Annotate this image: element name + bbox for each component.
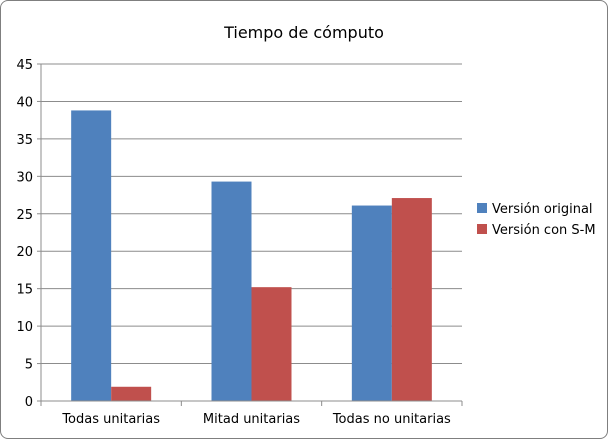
bar-original-0	[71, 110, 112, 401]
bars	[71, 110, 432, 401]
y-tick-label: 10	[16, 320, 33, 335]
chart-title: Tiempo de cómputo	[223, 23, 384, 42]
x-tick-label: Mitad unitarias	[203, 412, 300, 427]
x-axis-ticks: Todas unitarias Mitad unitarias Todas no u…	[40, 401, 463, 427]
bar-original-2	[351, 205, 392, 401]
legend: Versión original Versión con S-M	[477, 202, 596, 238]
y-tick-label: 30	[16, 170, 33, 185]
legend-label-sm: Versión con S-M	[492, 223, 596, 238]
legend-label-original: Versión original	[492, 202, 593, 217]
y-tick-label: 15	[16, 283, 33, 298]
legend-swatch-original	[477, 203, 487, 213]
y-tick-label: 20	[16, 245, 33, 260]
bar-sm-0	[111, 386, 152, 401]
y-tick-label: 25	[16, 208, 33, 223]
y-tick-label: 5	[25, 358, 33, 373]
bar-original-1	[211, 181, 252, 401]
y-axis-ticks: 0 5 10 15 20 25 30 35 40 45	[16, 58, 41, 410]
bar-sm-2	[391, 198, 432, 401]
x-tick-label: Todas no unitarias	[332, 412, 451, 427]
axes	[40, 64, 462, 402]
legend-swatch-sm	[477, 224, 487, 234]
x-tick-label: Todas unitarias	[61, 412, 160, 427]
y-tick-label: 45	[16, 58, 33, 73]
y-tick-label: 40	[16, 95, 33, 110]
y-tick-label: 0	[25, 395, 33, 410]
y-tick-label: 35	[16, 133, 33, 148]
bar-sm-1	[251, 287, 292, 401]
